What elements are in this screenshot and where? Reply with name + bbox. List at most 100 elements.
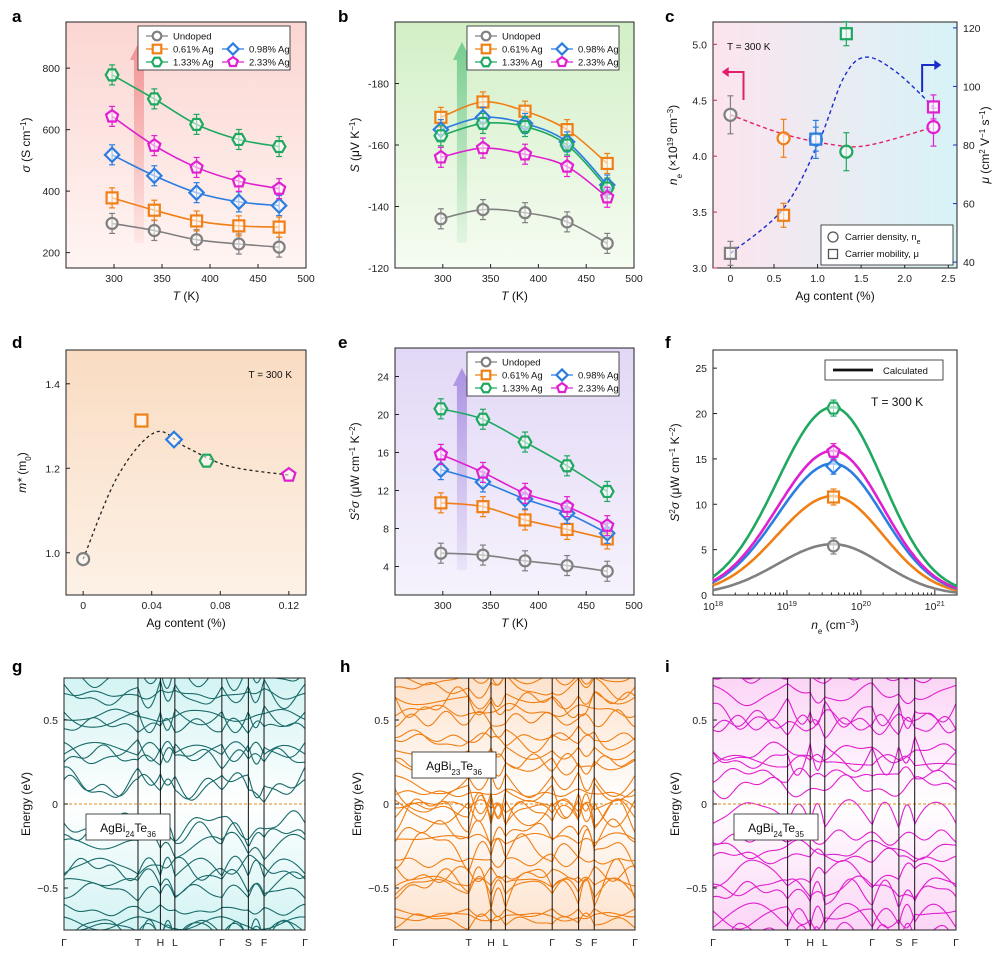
- label-part: (μW cm: [348, 456, 362, 501]
- k-point-label: F: [261, 937, 267, 949]
- data-point-ag233: [433, 149, 449, 164]
- y-tick-label: 400: [42, 186, 60, 198]
- y-axis-label-right: μ (cm2 V−1 s−1): [978, 106, 993, 184]
- y-tick-label-right: 60: [963, 199, 975, 211]
- band-line: [713, 906, 956, 930]
- data-point-ag061: [476, 95, 490, 109]
- y-tick-label: 1.2: [45, 463, 60, 475]
- data-point-ag233: [826, 443, 841, 458]
- band-line: [395, 912, 635, 930]
- data-point-ag061: [134, 413, 149, 428]
- legend-marker-ag233: [556, 381, 568, 394]
- data-point-ag098: [270, 196, 288, 215]
- density-point: [926, 120, 941, 135]
- data-point-undoped: [476, 548, 490, 562]
- panel-letter-d: d: [12, 333, 22, 352]
- y-tick-label: 20: [695, 409, 707, 421]
- panel-letter-c: c: [665, 7, 674, 26]
- x-tick-label: 0.12: [279, 600, 300, 612]
- x-tick-label: 400: [530, 273, 548, 285]
- k-point-label: Γ: [392, 937, 398, 949]
- compound-label: AgBi24Te36: [100, 821, 156, 839]
- label-part: −1: [978, 110, 987, 120]
- data-point-ag233: [281, 466, 297, 482]
- k-point-label: H: [806, 937, 814, 949]
- band-line: [713, 709, 956, 736]
- y-tick-label: 4: [383, 562, 389, 574]
- band-line: [713, 753, 956, 768]
- band-line: [395, 832, 635, 845]
- data-point-ag098: [824, 457, 843, 475]
- label-part: 23: [451, 768, 460, 777]
- panel-g: Γ T H L Γ S F Γ −0.5 0 0.5 Energy (eV) AgBi24Te36: [19, 677, 308, 949]
- band-line: [64, 744, 305, 770]
- label-part: 24: [773, 830, 782, 839]
- y-tick-label-right: 100: [963, 81, 981, 93]
- band-line: [713, 682, 956, 707]
- temperature-note: T = 300 K: [871, 395, 923, 409]
- x-tick-label: 2.5: [941, 273, 956, 285]
- data-point-undoped: [518, 554, 532, 568]
- data-point-ag233: [231, 173, 247, 188]
- label-part: (μW cm: [668, 457, 682, 502]
- label-part: (S cm: [19, 131, 33, 166]
- label-part: 2: [668, 509, 677, 514]
- panel-letter-b: b: [338, 7, 348, 26]
- k-point-label: F: [911, 937, 917, 949]
- bands: [395, 678, 635, 930]
- label-part: cm: [666, 118, 680, 137]
- data-point-ag133: [475, 412, 491, 426]
- data-point-ag061: [105, 191, 119, 205]
- data-point-ag098: [187, 183, 206, 202]
- band-line: [64, 704, 305, 734]
- k-point-label: Γ: [61, 937, 67, 949]
- label-part: 21: [936, 599, 944, 608]
- data-point-ag233: [189, 159, 204, 174]
- data-point-ag233: [559, 158, 575, 173]
- x-axis-label: T (K): [501, 289, 528, 303]
- y-tick-label: 0.5: [692, 715, 707, 727]
- label-part: 10: [703, 601, 715, 613]
- band-line: [64, 772, 305, 803]
- label-part: ): [15, 452, 29, 456]
- compound-label-box: [411, 751, 497, 779]
- legend-marker-ag233: [556, 55, 568, 68]
- data-point-ag233: [517, 485, 533, 500]
- label-part: ): [348, 118, 362, 122]
- label-part: 10: [851, 601, 863, 613]
- x-tick-label: 0: [728, 273, 734, 285]
- band-line: [395, 770, 635, 799]
- k-point-label: H: [487, 937, 495, 949]
- data-point-ag233: [599, 517, 615, 532]
- x-axis-label: Ag content (%): [146, 616, 225, 630]
- band-line: [64, 678, 305, 710]
- band-line: [395, 907, 635, 918]
- label-part: Te: [782, 821, 795, 835]
- legend-marker-ag098: [554, 367, 570, 383]
- label-part: (K): [180, 289, 199, 303]
- label-part: (cm: [978, 154, 992, 177]
- y-tick-label-left: 3.5: [692, 207, 707, 219]
- x-tick-label: 300: [105, 273, 123, 285]
- data-point-ag061: [272, 220, 286, 234]
- legend: Undoped 0.61% Ag 0.98% Ag 1.33% Ag 2.33% Ag: [466, 25, 620, 71]
- data-point-undoped: [232, 237, 246, 251]
- label-part: −1: [348, 121, 357, 131]
- y-tick-label-left: 5.0: [692, 39, 707, 51]
- legend: Calculated: [824, 359, 944, 381]
- band-line: [64, 868, 305, 898]
- label-part: (K): [509, 616, 528, 630]
- y-tick-label: 0.5: [43, 715, 58, 727]
- panel-e: 300 350 400 450 500 4 8 12 16 20 24 T (K) S2σ (μW cm…: [348, 347, 643, 630]
- band-line: [64, 740, 305, 756]
- k-point-label: S: [245, 937, 252, 949]
- y-tick-label: 12: [377, 486, 389, 498]
- band-line: [395, 690, 635, 710]
- k-point-label: L: [502, 937, 508, 949]
- band-line: [395, 788, 635, 798]
- band-line: [64, 708, 305, 722]
- label-part: ): [668, 423, 682, 427]
- right-axis-arrowhead: [934, 60, 942, 70]
- label-part: AgBi: [100, 821, 125, 835]
- band-line: [395, 709, 635, 728]
